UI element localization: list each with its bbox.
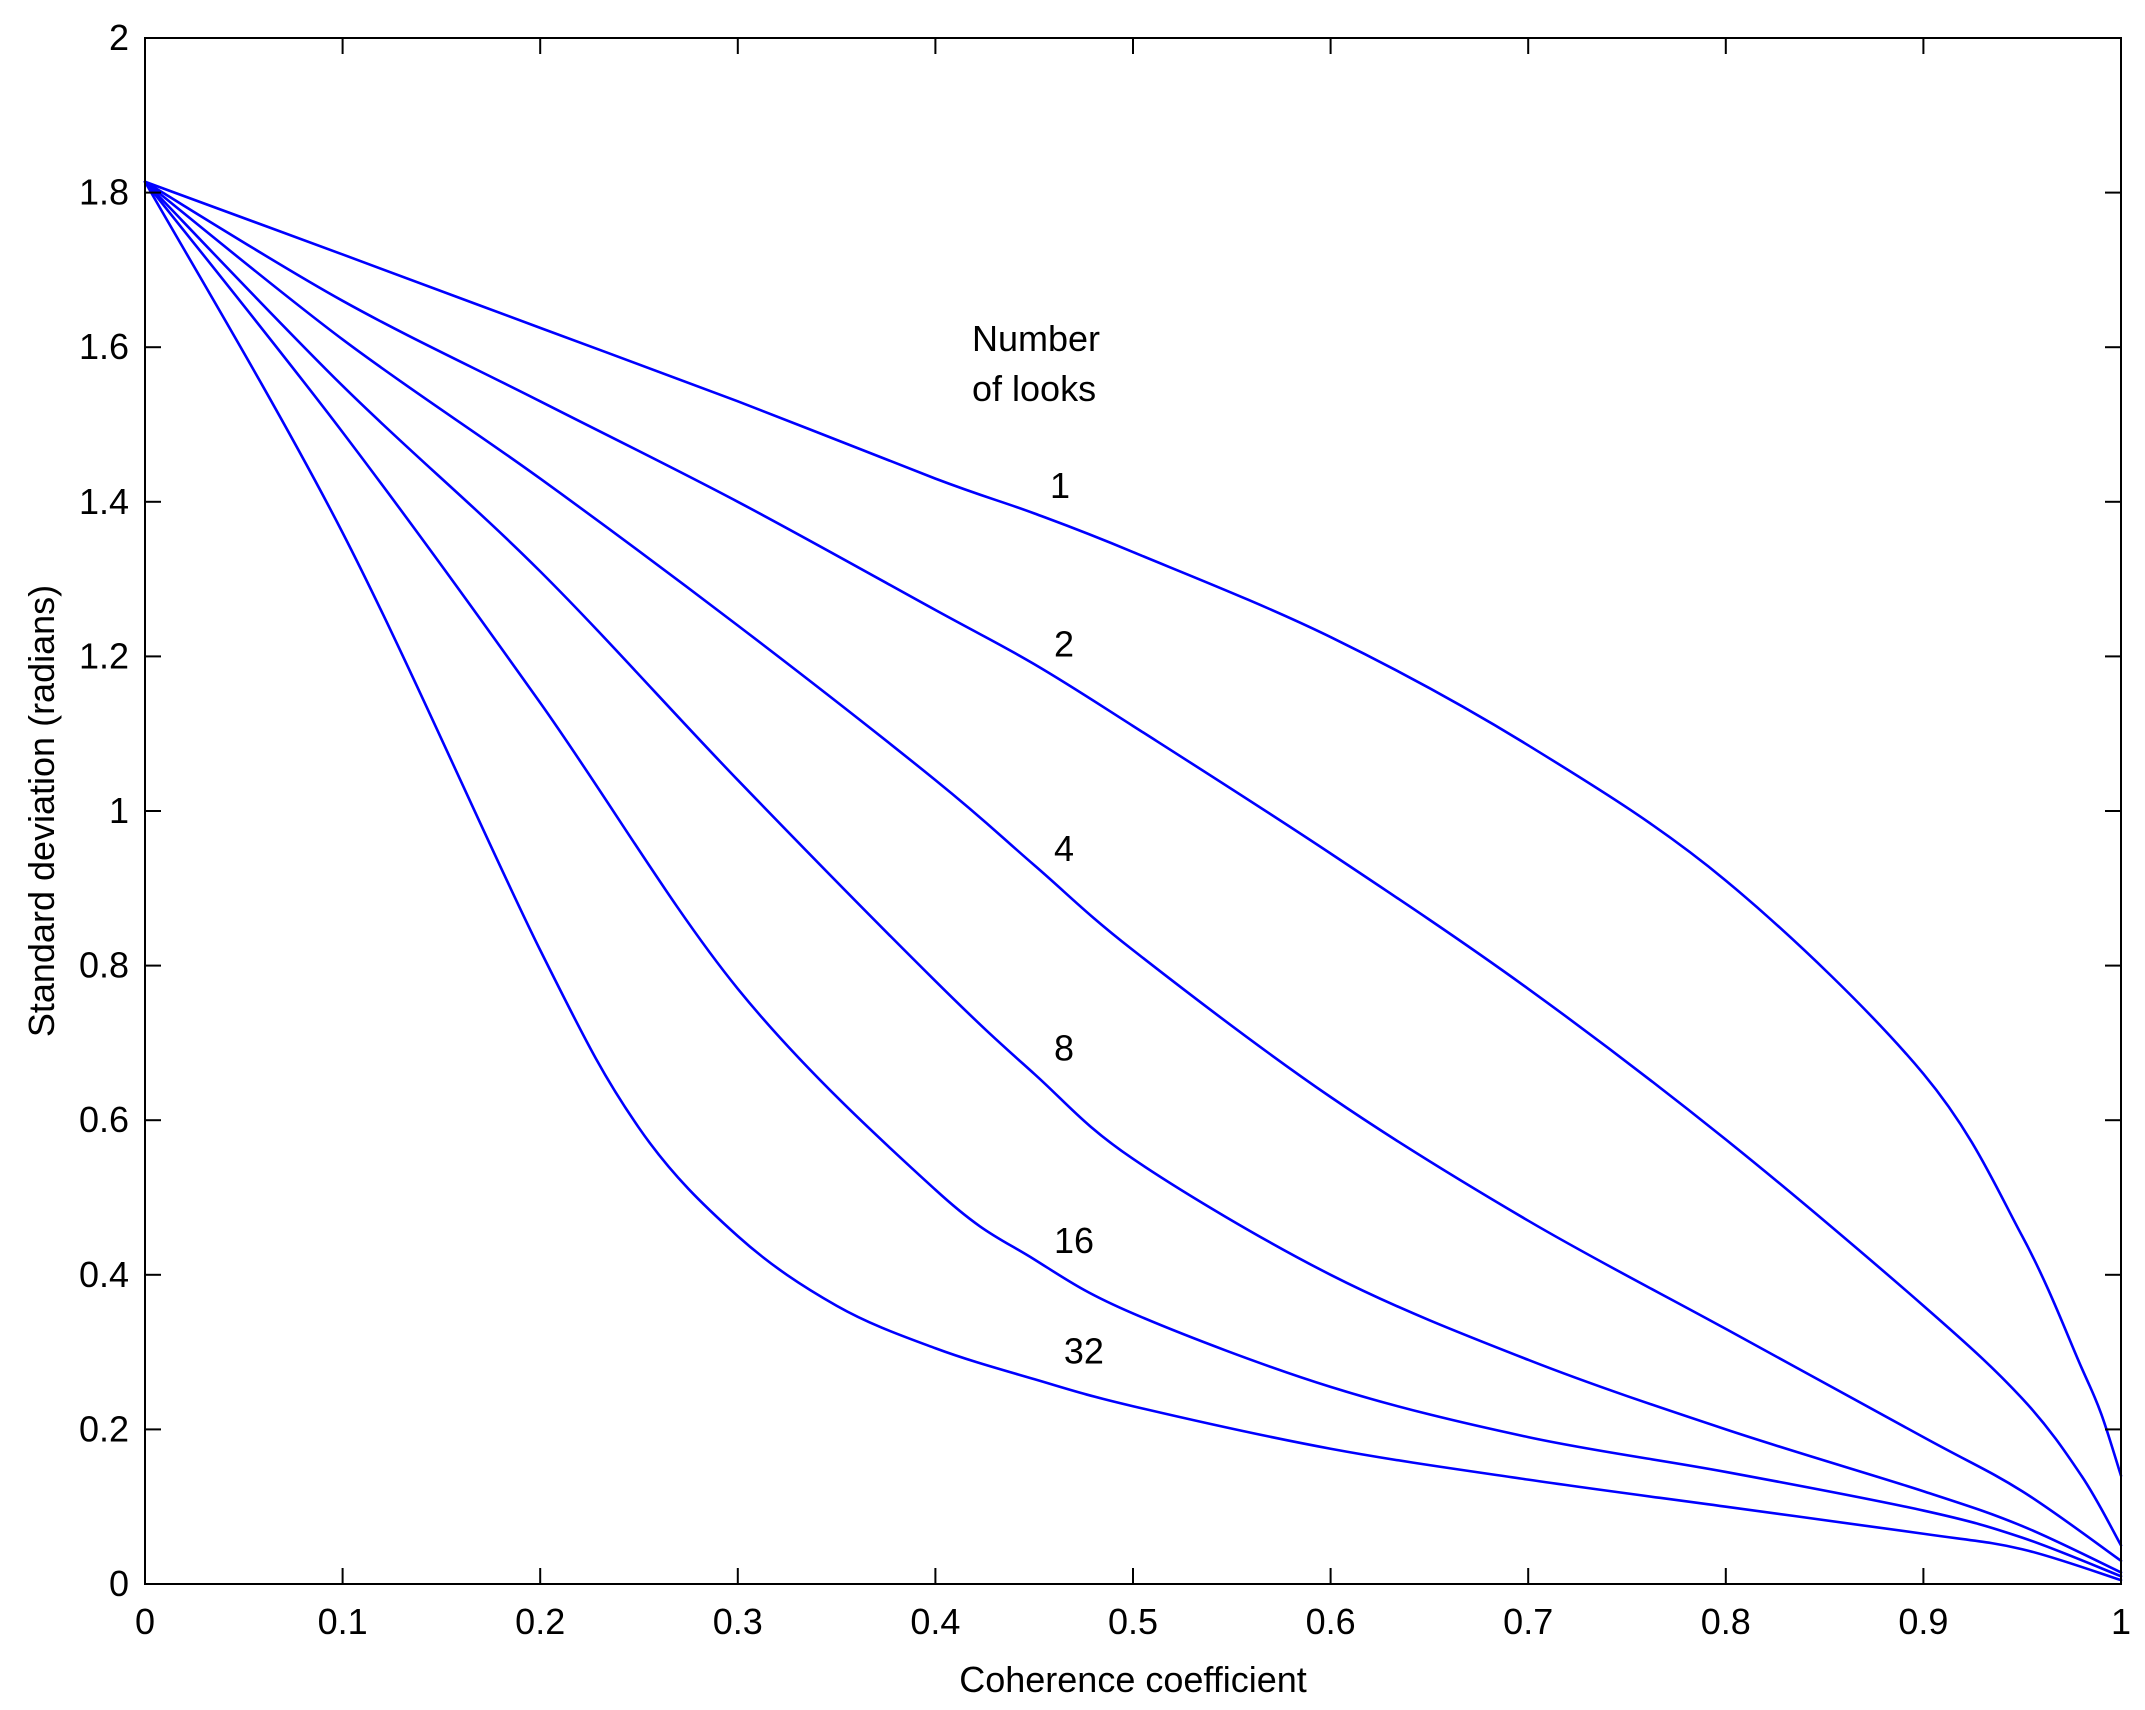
x-tick-label: 0.1 [318, 1601, 368, 1642]
y-tick-label: 0.8 [79, 945, 129, 986]
labels-layer: 1 2 4 8 16 32 [1050, 465, 1104, 1372]
x-tick-label: 0.5 [1108, 1601, 1158, 1642]
ticks-layer: 0 0.1 0.2 0.3 0.4 0.5 0.6 0.7 0.8 0.9 1 0 0.2 0.4 0.6 0… [79, 17, 2131, 1642]
y-tick-label: 1.6 [79, 326, 129, 367]
x-tick-label: 0.2 [515, 1601, 565, 1642]
x-tick-label: 0.4 [910, 1601, 960, 1642]
x-tick-label: 0.7 [1503, 1601, 1553, 1642]
y-tick-label: 1.8 [79, 172, 129, 213]
y-axis-title: Standard deviation (radians) [21, 585, 62, 1037]
series-label-32-looks: 32 [1064, 1331, 1104, 1372]
y-tick-label: 0.6 [79, 1099, 129, 1140]
series-line-16-looks [143, 180, 2123, 1578]
x-axis-title: Coherence coefficient [959, 1659, 1307, 1700]
series-label-4-looks: 4 [1054, 828, 1074, 869]
series-label-1-looks: 1 [1050, 465, 1070, 506]
x-tick-label: 0.3 [713, 1601, 763, 1642]
x-tick-label: 0.8 [1701, 1601, 1751, 1642]
x-tick-label: 0.6 [1306, 1601, 1356, 1642]
legend-title-line1: Number [972, 318, 1100, 359]
y-tick-label: 0 [109, 1563, 129, 1604]
series-label-2-looks: 2 [1054, 623, 1074, 664]
series-line-4-looks [143, 180, 2123, 1563]
y-tick-label: 2 [109, 17, 129, 58]
x-tick-label: 0 [135, 1601, 155, 1642]
series-line-2-looks [143, 180, 2123, 1547]
series-line-1-looks [143, 180, 2123, 1478]
legend-title-line2: of looks [972, 368, 1096, 409]
y-tick-label: 1.2 [79, 635, 129, 676]
x-tick-label: 0.9 [1898, 1601, 1948, 1642]
series-layer [143, 180, 2123, 1582]
series-label-16-looks: 16 [1054, 1220, 1094, 1261]
plot-frame [144, 37, 2122, 1585]
series-label-8-looks: 8 [1054, 1028, 1074, 1069]
series-line-32-looks [143, 180, 2123, 1582]
y-tick-label: 1 [109, 790, 129, 831]
series-line-8-looks [143, 180, 2123, 1574]
x-tick-label: 1 [2111, 1601, 2131, 1642]
y-tick-label: 1.4 [79, 481, 129, 522]
y-tick-label: 0.4 [79, 1254, 129, 1295]
y-tick-label: 0.2 [79, 1408, 129, 1449]
